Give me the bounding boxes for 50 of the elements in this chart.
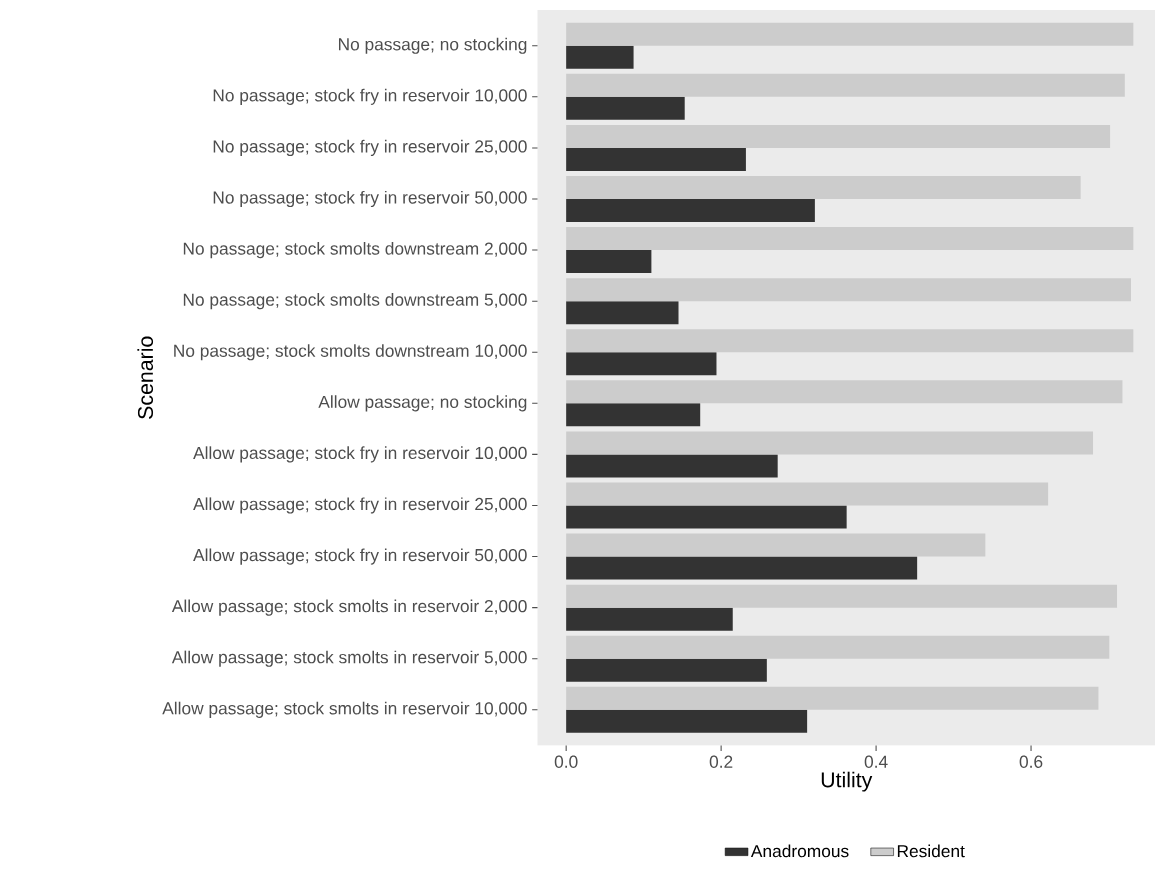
y-axis-title: Scenario (137, 336, 154, 419)
x-tick-label: 0.4 (864, 755, 888, 768)
bar (566, 607, 733, 631)
y-tick-label: No passage; no stocking (338, 37, 527, 54)
y-tick-label: Allow passage; stock smolts in reservoir 10,000 (162, 701, 527, 718)
x-tick-label: 0.2 (709, 755, 733, 768)
bar (566, 403, 701, 427)
x-axis-title: Utility (821, 771, 873, 792)
bar (566, 147, 746, 171)
y-tick-label: No passage; stock fry in reservoir 10,000 (213, 88, 527, 105)
bar (566, 635, 1110, 659)
y-tick-label: Allow passage; stock fry in reservoir 10,000 (193, 446, 527, 463)
bar (566, 454, 778, 478)
bar (566, 22, 1134, 46)
bar (566, 249, 652, 273)
bar (566, 482, 1049, 506)
bar (566, 198, 815, 222)
y-tick-label: No passage; stock smolts downstream 5,000 (183, 292, 527, 310)
bar (566, 709, 808, 733)
bar (566, 505, 847, 529)
x-tick-label: 0.6 (1019, 755, 1043, 768)
bar (566, 301, 679, 325)
bar (566, 124, 1111, 148)
y-tick-label: Allow passage; stock fry in reservoir 50,000 (193, 548, 527, 565)
y-tick-label: No passage; stock fry in reservoir 50,000 (213, 190, 527, 207)
bar (566, 96, 685, 120)
bar (566, 73, 1125, 97)
bar (566, 175, 1081, 199)
x-tick-label: 0.0 (554, 755, 578, 768)
bar (566, 380, 1123, 404)
y-tick-label: Allow passage; stock smolts in reservoir 5,000 (171, 650, 527, 667)
legend-label: Resident (897, 844, 965, 858)
bar (566, 329, 1134, 353)
bar (566, 226, 1134, 250)
y-tick-label: No passage; stock fry in reservoir 25,000 (213, 139, 527, 156)
bar (566, 533, 986, 557)
y-tick-label: Allow passage; no stocking (318, 395, 527, 412)
bar (566, 45, 634, 69)
bar (566, 352, 717, 376)
bar (566, 686, 1099, 710)
bar (566, 658, 767, 682)
y-tick-label: Allow passage; stock fry in reservoir 25,000 (193, 497, 527, 514)
bar (566, 556, 918, 580)
y-tick-label: No passage; stock smolts downstream 2,000 (183, 241, 527, 259)
bar (566, 584, 1118, 608)
legend-label: Anadromous (750, 844, 849, 858)
y-tick-label: No passage; stock smolts downstream 10,000 (174, 344, 527, 361)
bar (566, 431, 1094, 455)
y-tick-label: Allow passage; stock smolts in reservoir 2,000 (171, 599, 527, 616)
bar (566, 278, 1131, 302)
